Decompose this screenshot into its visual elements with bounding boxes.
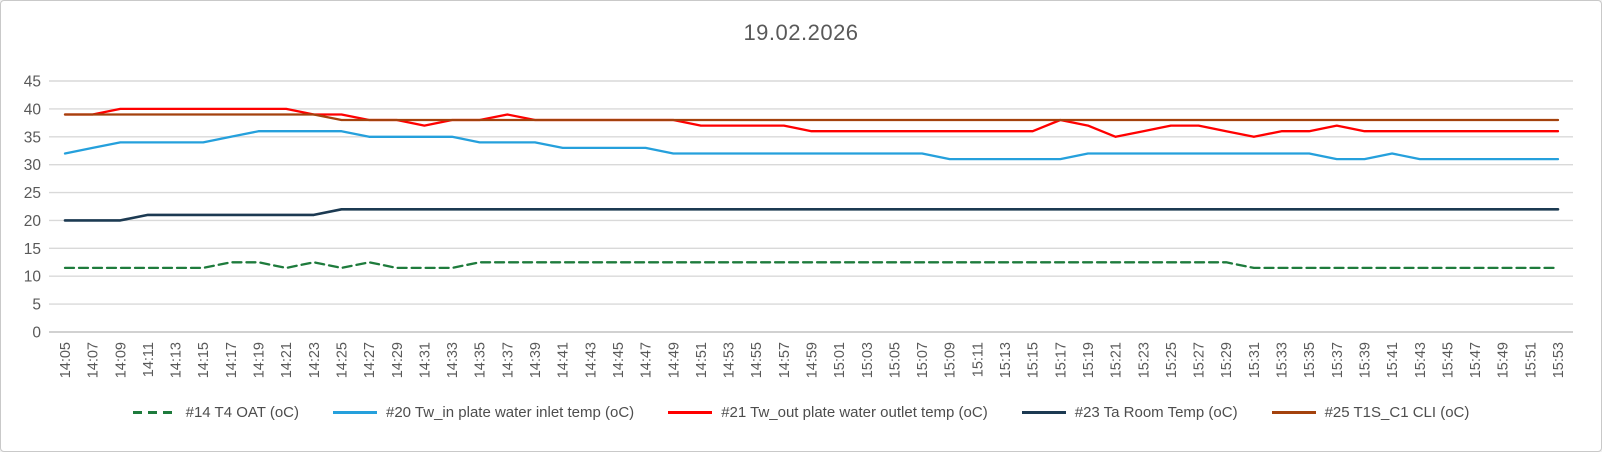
series-line-t1s-c1 (63, 113, 1560, 122)
x-axis-label: 14:15 (196, 342, 212, 378)
x-axis-label: 14:49 (666, 342, 682, 378)
x-axis-label: 14:05 (58, 342, 74, 378)
x-axis-label: 15:53 (1551, 342, 1567, 378)
x-axis-label: 15:25 (1164, 342, 1180, 378)
y-axis-label: 15 (24, 241, 41, 258)
chart-title: 19.02.2026 (743, 20, 859, 45)
x-axis-label: 14:17 (224, 342, 240, 378)
legend-label-ta-room: #23 Ta Room Temp (oC) (1074, 404, 1238, 421)
legend-label-tw-out: #21 Tw_out plate water outlet temp (oC) (721, 404, 988, 421)
y-axis-label: 0 (32, 325, 41, 342)
y-axis-label: 35 (24, 129, 41, 146)
legend-swatch-oat (132, 411, 177, 414)
x-axis-label: 15:17 (1053, 342, 1069, 378)
x-axis-label: 14:29 (390, 342, 406, 378)
x-axis-label: 14:47 (639, 342, 655, 378)
y-axis-label: 40 (24, 101, 42, 118)
legend-item-tw-in: #20 Tw_in plate water inlet temp (oC) (333, 404, 634, 421)
series-line-tw-out (63, 107, 1560, 138)
x-axis-label: 15:23 (1136, 342, 1152, 378)
x-axis-label: 15:27 (1192, 342, 1208, 378)
x-axis-label: 14:35 (473, 342, 489, 378)
x-axis-label: 14:25 (334, 342, 350, 378)
x-axis-label: 14:19 (252, 342, 268, 378)
x-axis-label: 14:13 (169, 342, 185, 378)
x-axis-label: 14:51 (694, 342, 710, 378)
y-axis-label: 45 (24, 74, 41, 91)
y-axis-label: 10 (24, 269, 42, 286)
y-axis-label: 30 (24, 157, 42, 174)
legend-item-tw-out: #21 Tw_out plate water outlet temp (oC) (668, 404, 988, 421)
x-axis-label: 14:45 (611, 342, 627, 378)
x-axis-label: 14:23 (307, 342, 323, 378)
y-axis-label: 25 (24, 185, 41, 202)
x-axis-label: 15:49 (1496, 342, 1512, 378)
x-axis-label: 14:55 (749, 342, 765, 378)
x-axis-label: 15:47 (1468, 342, 1484, 378)
x-axis-label: 14:57 (777, 342, 793, 378)
x-axis-label: 14:33 (445, 342, 461, 378)
legend-swatch-ta-room (1021, 411, 1066, 414)
x-axis-label: 15:07 (915, 342, 931, 378)
x-axis-label: 14:21 (279, 342, 295, 378)
y-axis-label: 20 (24, 213, 42, 230)
legend-item-t1s-c1: #25 T1S_C1 CLI (oC) (1271, 404, 1470, 421)
legend-swatch-tw-out (668, 411, 713, 414)
x-axis-label: 15:37 (1330, 342, 1346, 378)
x-axis-label: 15:41 (1385, 342, 1401, 378)
x-axis-label: 14:37 (500, 342, 516, 378)
x-axis-label: 15:43 (1413, 342, 1429, 378)
x-axis-label: 14:41 (556, 342, 572, 378)
x-axis-label: 15:09 (943, 342, 959, 378)
legend-label-t1s-c1: #25 T1S_C1 CLI (oC) (1324, 404, 1470, 421)
x-axis-label: 14:43 (583, 342, 599, 378)
legend-item-ta-room: #23 Ta Room Temp (oC) (1021, 404, 1238, 421)
x-axis-label: 15:19 (1081, 342, 1097, 378)
x-axis-label: 15:11 (970, 342, 986, 377)
x-axis-label: 14:27 (362, 342, 378, 378)
x-axis-label: 14:11 (141, 342, 157, 377)
legend-item-oat: #14 T4 OAT (oC) (132, 404, 299, 421)
x-axis-label: 15:39 (1357, 342, 1373, 378)
x-axis-label: 15:33 (1275, 342, 1291, 378)
x-axis-label: 15:21 (1109, 342, 1125, 378)
series-line-tw-in (63, 130, 1560, 161)
x-axis-label: 14:31 (417, 342, 433, 378)
x-axis-label: 14:53 (722, 342, 738, 378)
x-axis-label: 15:51 (1523, 342, 1539, 378)
x-axis-label: 14:59 (805, 342, 821, 378)
x-axis-label: 15:45 (1440, 342, 1456, 378)
x-axis-label: 15:03 (860, 342, 876, 378)
x-axis-label: 15:15 (1026, 342, 1042, 378)
x-axis-label: 14:39 (528, 342, 544, 378)
legend: #14 T4 OAT (oC) #20 Tw_in plate water inl… (1, 404, 1601, 421)
x-axis-label: 15:05 (887, 342, 903, 378)
legend-label-tw-in: #20 Tw_in plate water inlet temp (oC) (386, 404, 635, 421)
y-axis-label: 5 (32, 297, 41, 314)
series-line-ta-room (63, 208, 1560, 222)
series-line-oat (63, 261, 1560, 270)
x-axis-label: 15:31 (1247, 342, 1263, 378)
legend-swatch-t1s-c1 (1271, 411, 1316, 414)
x-axis-label: 14:09 (113, 342, 129, 378)
x-axis-label: 15:13 (998, 342, 1014, 378)
x-axis-label: 14:07 (86, 342, 102, 378)
legend-label-oat: #14 T4 OAT (oC) (185, 404, 299, 421)
x-axis-label: 15:01 (832, 342, 848, 378)
x-axis-label: 15:29 (1219, 342, 1235, 378)
legend-swatch-tw-in (333, 411, 377, 414)
x-axis-label: 15:35 (1302, 342, 1318, 378)
